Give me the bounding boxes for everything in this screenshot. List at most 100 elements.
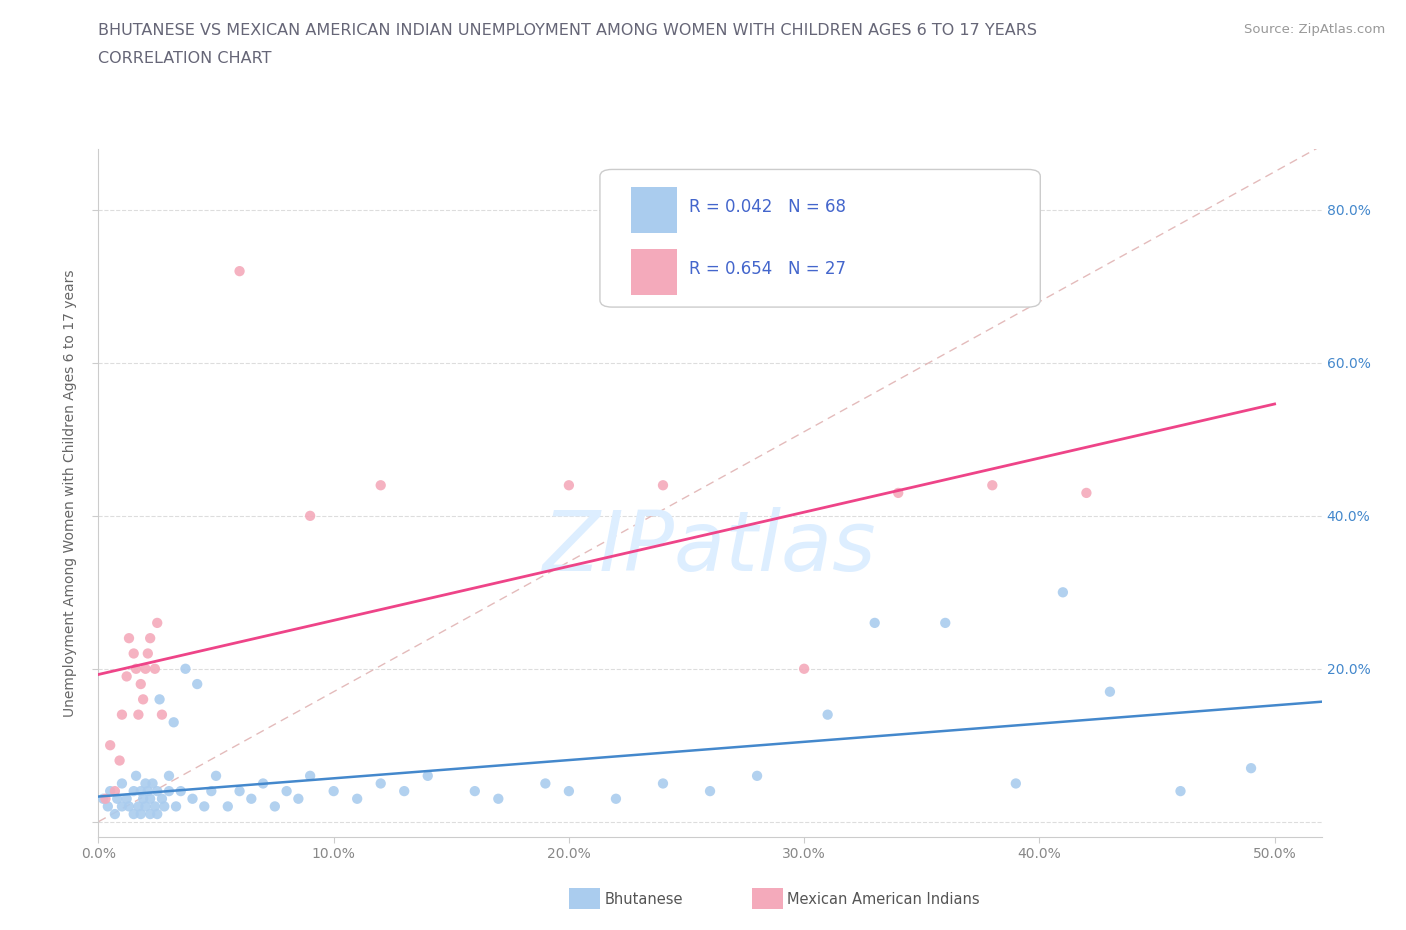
Point	[1240, 761, 1263, 776]
Point	[153, 799, 176, 814]
Text: Bhutanese: Bhutanese	[605, 892, 683, 907]
Point	[118, 631, 141, 645]
Point	[392, 784, 416, 799]
Point	[115, 791, 138, 806]
Point	[122, 784, 145, 799]
Text: Source: ZipAtlas.com: Source: ZipAtlas.com	[1244, 23, 1385, 36]
Point	[129, 677, 152, 692]
Point	[127, 799, 149, 814]
Point	[143, 661, 166, 676]
Point	[605, 791, 627, 806]
FancyBboxPatch shape	[630, 248, 678, 295]
Point	[981, 478, 1004, 493]
Point	[299, 509, 322, 524]
Point	[150, 707, 173, 722]
Point	[170, 784, 193, 799]
Point	[863, 616, 886, 631]
Point	[699, 784, 721, 799]
Point	[1052, 585, 1074, 600]
Point	[200, 784, 222, 799]
Point	[98, 737, 121, 752]
Point	[934, 616, 956, 631]
Point	[127, 707, 149, 722]
FancyBboxPatch shape	[600, 169, 1040, 307]
Point	[91, 791, 114, 806]
Point	[157, 784, 180, 799]
Point	[817, 707, 839, 722]
Point	[228, 784, 250, 799]
Point	[111, 707, 134, 722]
Point	[745, 768, 768, 783]
Point	[299, 768, 322, 783]
FancyBboxPatch shape	[630, 187, 678, 233]
Point	[1076, 485, 1098, 500]
Point	[104, 784, 127, 799]
Point	[146, 784, 169, 799]
Point	[652, 478, 675, 493]
Point	[146, 806, 169, 821]
Point	[111, 799, 134, 814]
Point	[122, 806, 145, 821]
Point	[111, 776, 134, 790]
Point	[287, 791, 309, 806]
Point	[558, 784, 581, 799]
Point	[793, 661, 815, 676]
Point	[146, 616, 169, 631]
Point	[165, 799, 187, 814]
Point	[217, 799, 239, 814]
Point	[150, 791, 173, 806]
Point	[1170, 784, 1192, 799]
Point	[486, 791, 509, 806]
Point	[149, 692, 172, 707]
Point	[125, 768, 148, 783]
Point	[136, 784, 159, 799]
Point	[134, 661, 156, 676]
Point	[652, 776, 675, 790]
Point	[108, 753, 131, 768]
Point	[98, 784, 121, 799]
Point	[157, 768, 180, 783]
Point	[139, 791, 162, 806]
Point	[416, 768, 439, 783]
Point	[134, 799, 156, 814]
Point	[97, 799, 120, 814]
Point	[141, 776, 163, 790]
Point	[122, 646, 145, 661]
Point	[129, 806, 152, 821]
Point	[143, 799, 166, 814]
Point	[104, 806, 127, 821]
Point	[263, 799, 285, 814]
Point	[129, 784, 152, 799]
Text: BHUTANESE VS MEXICAN AMERICAN INDIAN UNEMPLOYMENT AMONG WOMEN WITH CHILDREN AGES: BHUTANESE VS MEXICAN AMERICAN INDIAN UNE…	[98, 23, 1038, 38]
Point	[125, 661, 148, 676]
Point	[464, 784, 486, 799]
Point	[205, 768, 228, 783]
Point	[118, 799, 141, 814]
Point	[136, 646, 159, 661]
Text: ZIPatlas: ZIPatlas	[543, 508, 877, 589]
Point	[94, 791, 117, 806]
Point	[163, 715, 186, 730]
Point	[174, 661, 197, 676]
Point	[370, 776, 392, 790]
Text: R = 0.654   N = 27: R = 0.654 N = 27	[689, 260, 846, 278]
Point	[105, 791, 128, 806]
Text: Mexican American Indians: Mexican American Indians	[787, 892, 980, 907]
Point	[322, 784, 344, 799]
Point	[139, 806, 162, 821]
Point	[132, 791, 155, 806]
Point	[558, 478, 581, 493]
Point	[139, 631, 162, 645]
Point	[1004, 776, 1026, 790]
Point	[346, 791, 368, 806]
Point	[193, 799, 215, 814]
Point	[240, 791, 263, 806]
Point	[887, 485, 910, 500]
Point	[132, 692, 155, 707]
Point	[276, 784, 298, 799]
Point	[134, 776, 156, 790]
Point	[181, 791, 204, 806]
Point	[115, 669, 138, 684]
Point	[534, 776, 557, 790]
Point	[1098, 684, 1121, 699]
